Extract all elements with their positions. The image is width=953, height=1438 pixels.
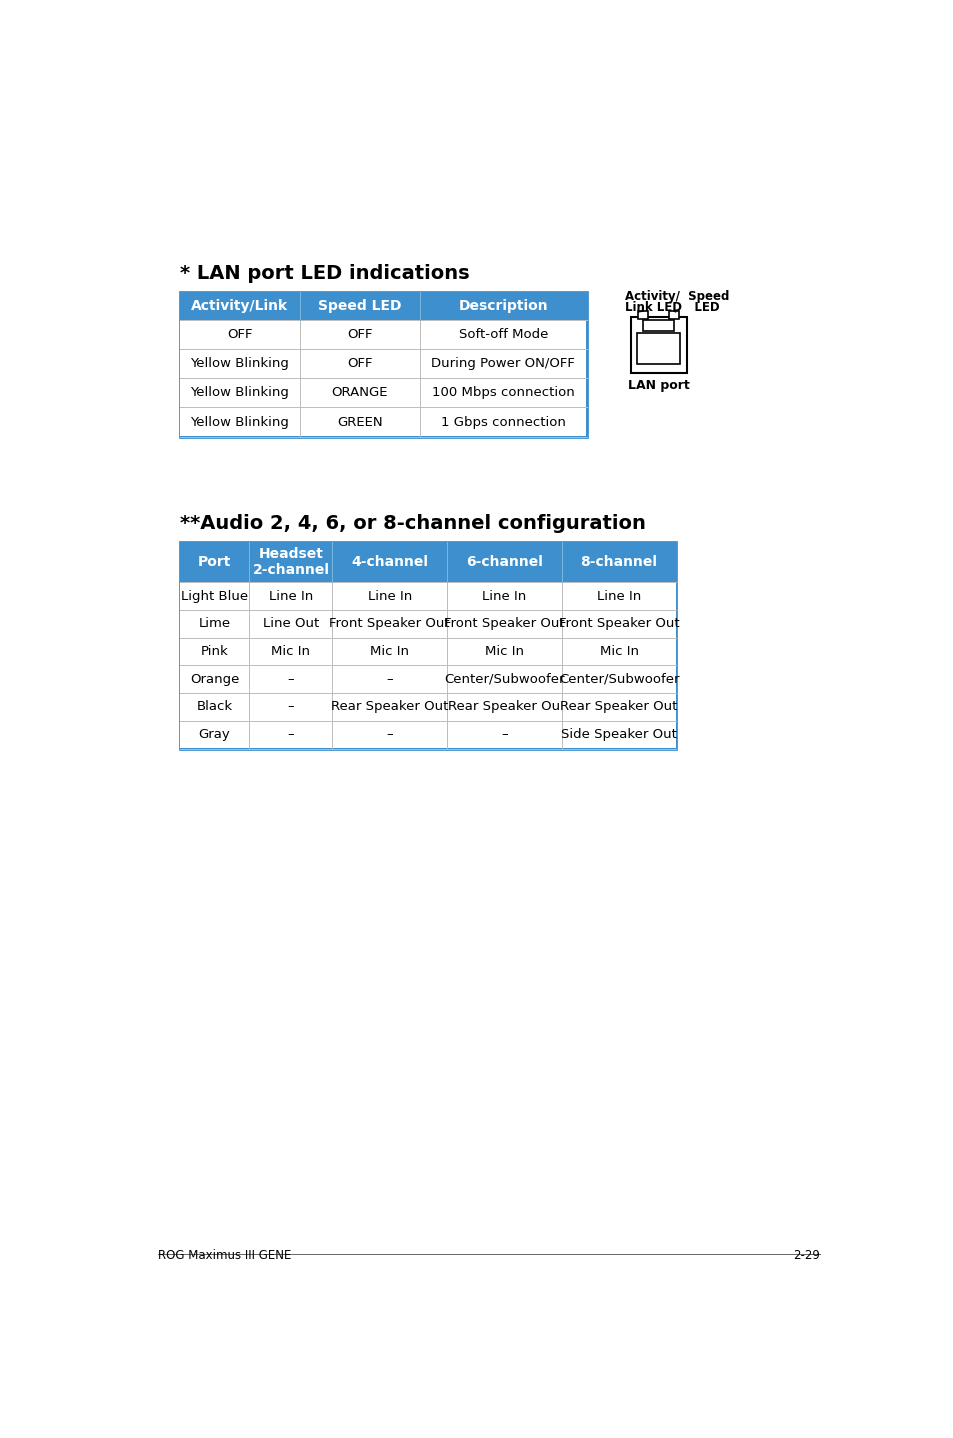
Text: Link LED   LED: Link LED LED	[624, 301, 719, 313]
Text: Line In: Line In	[482, 590, 526, 603]
Text: Line In: Line In	[597, 590, 640, 603]
Bar	[180, 582, 675, 748]
Text: Rear Speaker Ou: Rear Speaker Ou	[448, 700, 560, 713]
Text: Yellow Blinking: Yellow Blinking	[191, 416, 289, 429]
Text: –: –	[287, 728, 294, 741]
Text: 100 Mbps connection: 100 Mbps connection	[432, 387, 574, 400]
Text: Line Out: Line Out	[262, 617, 318, 630]
Text: Yellow Blinking: Yellow Blinking	[191, 387, 289, 400]
Text: Gray: Gray	[198, 728, 231, 741]
Bar	[630, 318, 686, 372]
Text: Speed LED: Speed LED	[317, 299, 401, 313]
Bar	[638, 311, 647, 319]
Text: Lime: Lime	[198, 617, 231, 630]
Text: Side Speaker Out: Side Speaker Out	[560, 728, 677, 741]
Text: Front Speaker Out: Front Speaker Out	[558, 617, 679, 630]
Text: –: –	[386, 673, 393, 686]
Text: **Audio 2, 4, 6, or 8-channel configuration: **Audio 2, 4, 6, or 8-channel configurat…	[179, 513, 645, 533]
Text: Yellow Blinking: Yellow Blinking	[191, 357, 289, 370]
Text: OFF: OFF	[347, 328, 373, 341]
Text: OFF: OFF	[347, 357, 373, 370]
Text: Activity/Link: Activity/Link	[191, 299, 288, 313]
Bar	[637, 332, 679, 364]
Text: Activity/  Speed: Activity/ Speed	[624, 289, 728, 302]
Text: Line In: Line In	[269, 590, 313, 603]
Text: 1 Gbps connection: 1 Gbps connection	[440, 416, 565, 429]
Text: ROG Maximus III GENE: ROG Maximus III GENE	[158, 1250, 291, 1263]
Text: ORANGE: ORANGE	[332, 387, 388, 400]
Text: Mic In: Mic In	[484, 646, 523, 659]
Text: –: –	[500, 728, 507, 741]
Text: Rear Speaker Out: Rear Speaker Out	[331, 700, 448, 713]
Text: 8-channel: 8-channel	[580, 555, 657, 569]
Text: Soft-off Mode: Soft-off Mode	[458, 328, 547, 341]
Text: Black: Black	[196, 700, 233, 713]
Text: OFF: OFF	[227, 328, 253, 341]
Text: Headset
2-channel: Headset 2-channel	[253, 546, 329, 577]
Text: Orange: Orange	[190, 673, 239, 686]
Bar	[179, 542, 676, 749]
Text: 4-channel: 4-channel	[351, 555, 428, 569]
Bar	[669, 311, 679, 319]
Text: Front Speaker Out: Front Speaker Out	[329, 617, 450, 630]
Text: –: –	[386, 728, 393, 741]
Text: Center/Subwoofer: Center/Subwoofer	[444, 673, 564, 686]
Text: Rear Speaker Out: Rear Speaker Out	[559, 700, 677, 713]
Text: –: –	[287, 673, 294, 686]
Text: * LAN port LED indications: * LAN port LED indications	[179, 263, 469, 283]
Bar	[180, 319, 585, 436]
Text: Line In: Line In	[367, 590, 412, 603]
Text: 2-29: 2-29	[792, 1250, 819, 1263]
Text: 6-channel: 6-channel	[465, 555, 542, 569]
Text: Description: Description	[458, 299, 548, 313]
Text: Mic In: Mic In	[271, 646, 310, 659]
Text: During Power ON/OFF: During Power ON/OFF	[431, 357, 575, 370]
Bar	[179, 292, 586, 437]
Text: Light Blue: Light Blue	[181, 590, 248, 603]
Text: LAN port: LAN port	[627, 380, 689, 393]
Text: Center/Subwoofer: Center/Subwoofer	[558, 673, 679, 686]
Bar	[642, 321, 674, 331]
Text: –: –	[287, 700, 294, 713]
Text: Pink: Pink	[200, 646, 228, 659]
Text: Mic In: Mic In	[599, 646, 638, 659]
Text: GREEN: GREEN	[336, 416, 382, 429]
Text: Mic In: Mic In	[370, 646, 409, 659]
Text: Port: Port	[197, 555, 231, 569]
Text: Front Speaker Out: Front Speaker Out	[444, 617, 564, 630]
